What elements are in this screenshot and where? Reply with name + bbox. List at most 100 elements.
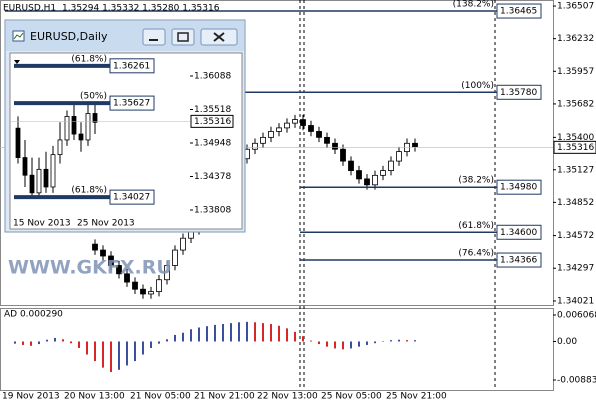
x-tick-label: 19 Nov 2013 [2, 392, 60, 400]
candle-body [78, 133, 84, 141]
watermark: WWW.GKFX.RU [8, 257, 172, 279]
level-percent: (100%) [461, 81, 494, 91]
candle-body [71, 116, 77, 135]
ad-bar [262, 323, 264, 342]
y-tick-label: 0.006068 [557, 311, 596, 321]
level-price-box [496, 3, 542, 19]
level-percent: (61.8%) [71, 54, 107, 64]
level-percent: (76.4%) [458, 249, 494, 259]
y-tick-label: 1.34852 [557, 198, 594, 208]
ad-bar [342, 341, 344, 350]
candle-body [29, 174, 35, 194]
maximize-button[interactable] [171, 28, 195, 46]
current-price-box [190, 114, 234, 128]
ad-bar [286, 328, 288, 342]
ad-bar [78, 341, 80, 348]
level-price: 1.35627 [113, 99, 150, 109]
level-price-box [496, 224, 542, 240]
candle-body [132, 281, 138, 290]
candle-body [276, 127, 282, 132]
ad-bar [230, 323, 232, 342]
level-price-box [109, 95, 155, 111]
candle-body [300, 119, 306, 126]
ad-bar [414, 340, 416, 342]
candle-body [324, 136, 330, 144]
level-percent: (138.2%) [453, 0, 494, 10]
candle-body [116, 265, 122, 275]
minimize-button[interactable] [142, 28, 166, 46]
ad-bar [254, 322, 256, 342]
x-tick-label: 25 Nov 21:00 [386, 392, 447, 400]
ad-bar [270, 324, 272, 342]
ad-bar [294, 331, 296, 342]
ad-bar [94, 341, 96, 362]
ad-bar [30, 341, 32, 346]
indicator-chart: 0.006068 0.00 -0.008839 AD 0.000290 [4, 310, 596, 386]
candle-body [36, 168, 42, 194]
ad-bar [14, 341, 16, 344]
candle-body [388, 160, 394, 171]
ad-bar [142, 341, 144, 355]
x-tick-label: 25 Nov 2013 [77, 219, 135, 229]
ad-bar [38, 341, 40, 345]
candle-body [156, 279, 162, 292]
candle-body [356, 170, 362, 180]
level-price-box [109, 189, 155, 205]
current-price-box [553, 140, 596, 154]
ad-bar [406, 340, 408, 342]
candle-body [308, 125, 314, 132]
ad-bar [190, 329, 192, 342]
candle-body [292, 119, 298, 124]
candle-body [364, 178, 370, 186]
level-percent: (61.8%) [71, 186, 107, 196]
ad-bar [350, 341, 352, 349]
ad-bar [102, 341, 104, 368]
ad-bar [174, 334, 176, 342]
candle-body [412, 142, 418, 148]
y-tick-label: 1.34378 [194, 172, 231, 182]
candle-body [100, 249, 106, 257]
ad-bar [134, 341, 136, 362]
y-tick-label: 1.34297 [557, 264, 594, 274]
current-price-label: 1.35316 [194, 117, 231, 127]
candle-body [108, 255, 114, 266]
chart-ohlc: 1.35294 1.35332 1.35280 1.35316 [62, 4, 220, 14]
ad-bar [222, 324, 224, 342]
ad-bar [398, 339, 400, 342]
y-tick-label: 1.36507 [557, 2, 594, 12]
candle-body [372, 174, 378, 186]
ad-bar [366, 341, 368, 345]
y-tick-label: 1.35957 [557, 67, 594, 77]
candle-body [348, 160, 354, 171]
ad-bar [118, 341, 120, 370]
candle-body [92, 243, 98, 251]
y-tick-label: 0.00 [557, 337, 577, 347]
level-price: 1.34027 [113, 193, 150, 203]
y-tick-label: 1.35400 [557, 133, 594, 143]
maximize-icon [177, 32, 189, 42]
level-price: 1.35780 [500, 88, 537, 98]
ad-bar [54, 337, 56, 342]
candle-body [332, 142, 338, 150]
x-tick-label: 21 Nov 21:00 [194, 392, 255, 400]
y-tick-label: 1.35127 [557, 165, 594, 175]
level-percent: (50%) [80, 92, 107, 102]
ad-bar [326, 341, 328, 347]
close-icon [213, 32, 225, 42]
ad-bar [198, 327, 200, 342]
level-price: 1.34600 [500, 228, 537, 238]
ad-bar [310, 340, 312, 342]
inset-plot-area [9, 52, 243, 230]
ad-bar [238, 322, 240, 342]
indicator-frame [0, 308, 554, 391]
y-tick-label: 1.36088 [194, 71, 231, 81]
candle-body [316, 131, 322, 138]
y-tick-label: 1.34948 [194, 138, 231, 148]
ad-bar [126, 341, 128, 366]
candle-body [396, 151, 402, 162]
candle-body [85, 113, 91, 141]
level-percent: (61.8%) [458, 221, 494, 231]
ad-bar [334, 341, 336, 349]
candle-body [57, 139, 63, 156]
x-tick-label: 21 Nov 05:00 [130, 392, 191, 400]
